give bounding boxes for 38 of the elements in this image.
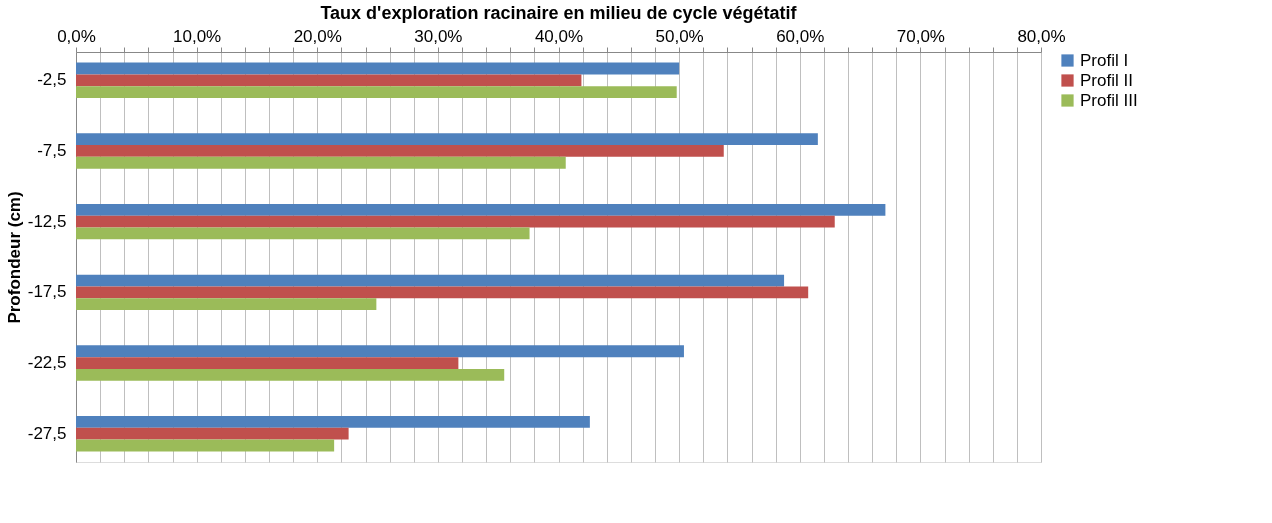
legend-label: Profil I bbox=[1080, 50, 1129, 70]
bar bbox=[76, 368, 505, 381]
bar bbox=[76, 203, 886, 216]
bar bbox=[76, 86, 677, 98]
x-tick-label: 60,0% bbox=[776, 26, 825, 46]
legend-label: Profil III bbox=[1080, 90, 1138, 110]
bar bbox=[76, 357, 459, 369]
bar bbox=[76, 145, 724, 157]
bar bbox=[76, 286, 809, 299]
bar bbox=[76, 215, 835, 228]
x-tick-label: 80,0% bbox=[1017, 26, 1066, 46]
x-tick-label: 20,0% bbox=[293, 26, 342, 46]
bar bbox=[76, 427, 349, 440]
bar bbox=[76, 274, 785, 287]
chart-title: Taux d'exploration racinaire en milieu de cycle végétatif bbox=[320, 3, 798, 23]
bar bbox=[76, 345, 684, 358]
y-tick-label: -17,5 bbox=[27, 282, 67, 302]
bar bbox=[76, 156, 566, 169]
bar bbox=[76, 298, 377, 311]
bar bbox=[76, 439, 335, 452]
x-tick-label: 40,0% bbox=[534, 26, 584, 46]
x-tick-label: 50,0% bbox=[655, 26, 704, 46]
y-axis-title: Profondeur (cm) bbox=[4, 191, 24, 324]
y-tick-label: -12,5 bbox=[27, 211, 67, 231]
x-tick-label: 0,0% bbox=[57, 26, 96, 46]
bar bbox=[76, 133, 818, 146]
legend-label: Profil II bbox=[1080, 70, 1133, 90]
y-tick-label: -7,5 bbox=[37, 140, 67, 160]
bar bbox=[76, 416, 590, 428]
y-tick-label: -2,5 bbox=[37, 70, 67, 90]
x-tick-label: 70,0% bbox=[896, 26, 945, 46]
x-tick-label: 30,0% bbox=[414, 26, 463, 46]
bar bbox=[76, 74, 582, 87]
y-tick-label: -27,5 bbox=[27, 423, 67, 443]
bar bbox=[76, 62, 680, 75]
x-tick-label: 10,0% bbox=[173, 26, 222, 46]
bar bbox=[76, 227, 530, 240]
y-tick-label: -22,5 bbox=[27, 353, 67, 373]
